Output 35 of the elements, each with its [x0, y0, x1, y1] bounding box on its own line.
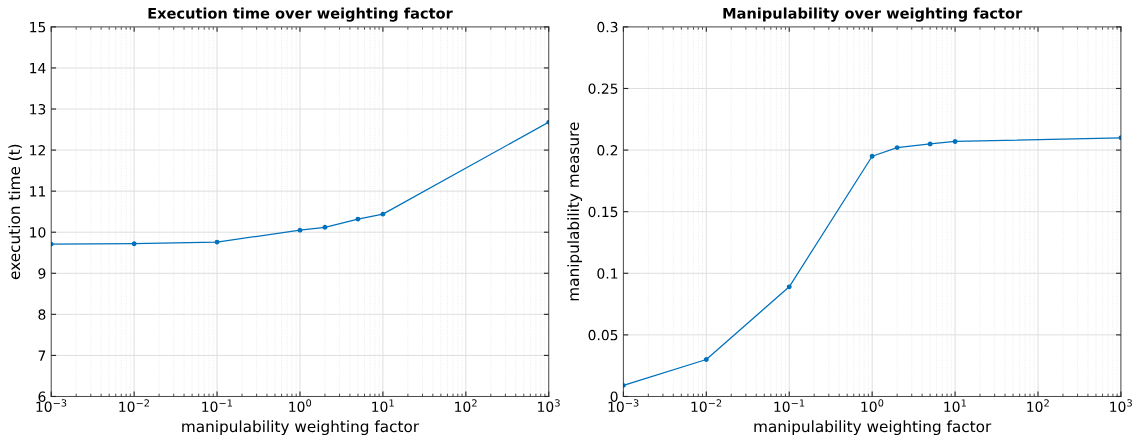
x-tick-label: 10$^{−1}$: [202, 399, 232, 412]
y-tick-label: 11: [30, 186, 46, 197]
x-axis-title: manipulability weighting factor: [754, 420, 992, 436]
y-tick-label: 0.2: [597, 145, 618, 156]
chart-title: Manipulability over weighting factor: [723, 7, 1023, 22]
chart-title: Execution time over weighting factor: [148, 7, 453, 22]
y-axis-title: manipulability measure: [567, 122, 583, 301]
y-tick-label: 13: [30, 103, 46, 115]
y-tick-label: 7: [38, 350, 46, 361]
y-tick-label: 6: [38, 391, 46, 402]
y-tick-label: 0: [610, 391, 618, 402]
y-tick-label: 15: [30, 22, 46, 33]
x-tick-label: 10$^{1}$: [944, 399, 966, 412]
x-tick-label: 10$^{3}$: [538, 399, 560, 412]
x-tick-label: 10$^{1}$: [372, 399, 394, 412]
y-tick-label: 9: [38, 268, 46, 279]
x-tick-label: 10$^{3}$: [1110, 399, 1132, 412]
x-tick-label: 10$^{2}$: [455, 399, 477, 412]
x-tick-label: 10$^{2}$: [1027, 399, 1049, 412]
y-axis-title: execution time (t): [8, 144, 22, 280]
y-tick-label: 0.05: [588, 329, 618, 341]
x-tick-label: 10$^{−2}$: [119, 399, 149, 412]
x-tick-label: 10$^{0}$: [289, 399, 312, 412]
y-tick-label: 14: [30, 63, 46, 74]
y-tick-label: 0.3: [597, 21, 618, 33]
x-tick-label: 10$^{0}$: [861, 399, 884, 412]
y-tick-label: 0.15: [588, 206, 618, 218]
x-tick-label: 10$^{−1}$: [774, 399, 805, 412]
x-axis-title: manipulability weighting factor: [182, 420, 420, 436]
y-tick-label: 0.25: [588, 83, 618, 94]
y-tick-label: 12: [30, 145, 45, 156]
y-tick-label: 8: [38, 309, 46, 320]
y-tick-label: 0.1: [597, 268, 618, 279]
x-tick-label: 10$^{−2}$: [691, 399, 722, 412]
y-tick-label: 10: [30, 227, 46, 238]
